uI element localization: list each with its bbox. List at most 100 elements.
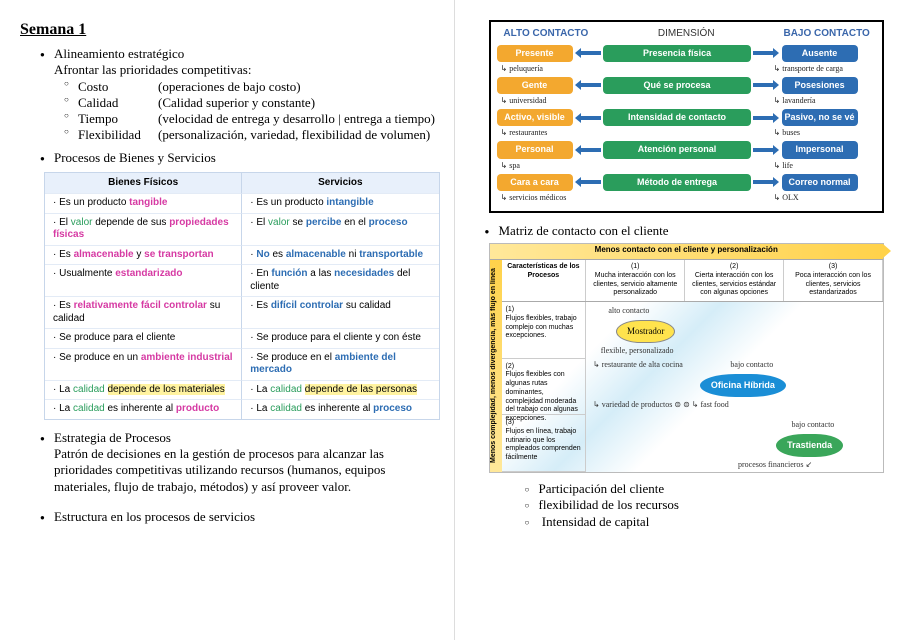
arrow-right-icon bbox=[751, 145, 781, 155]
priority-item: Tiempo(velocidad de entrega y desarrollo… bbox=[64, 111, 440, 127]
contact-handwriting: ↳ universidad↳ lavandería bbox=[497, 96, 877, 106]
sec-estructura-title: Estructura en los procesos de servicios bbox=[54, 509, 255, 524]
note-variedad: ↳ variedad de productos ⊜ ⊜ ↳ fast food bbox=[593, 400, 841, 410]
priorities-list: Costo(operaciones de bajo costo)Calidad(… bbox=[20, 79, 440, 144]
contact-mid-pill: Qué se procesa bbox=[603, 77, 751, 94]
contact-left-pill: Gente bbox=[497, 77, 573, 94]
note-bajo-contacto2: bajo contacto bbox=[791, 420, 834, 430]
bubble-oficina: Oficina Híbrida bbox=[700, 374, 786, 397]
bs-cell-servicios: · En función a las necesidades del clien… bbox=[242, 264, 438, 296]
contact-handwriting: ↳ restaurantes↳ buses bbox=[497, 128, 877, 138]
note-alto-contacto: alto contacto bbox=[608, 306, 649, 316]
bs-cell-servicios: · El valor se percibe en el proceso bbox=[242, 213, 438, 245]
bienes-servicios-table: Bienes Físicos Servicios · Es un product… bbox=[44, 172, 440, 420]
note-bajo-contacto1: bajo contacto bbox=[730, 360, 773, 370]
contact-mid-pill: Atención personal bbox=[603, 141, 751, 158]
bs-row: · El valor depende de sus propiedades fí… bbox=[45, 213, 439, 245]
contact-left-pill: Personal bbox=[497, 141, 573, 158]
contact-right-pill: Posesiones bbox=[782, 77, 858, 94]
contact-handwriting: ↳ servicios médicos↳ OLX bbox=[497, 193, 877, 203]
matrix-col-headers: Características de los Procesos (1) Much… bbox=[502, 260, 884, 302]
matrix-col3: (3) Poca interacción con los clientes, s… bbox=[784, 260, 883, 301]
contact-row: Presente Presencia física Ausente bbox=[497, 45, 877, 62]
sec-estrategia-body: Patrón de decisiones en la gestión de pr… bbox=[54, 446, 434, 495]
arrow-left-icon bbox=[573, 113, 603, 123]
matrix-cells: (1) Flujos flexibles, trabajo complejo c… bbox=[502, 302, 884, 472]
arrow-left-icon bbox=[573, 177, 603, 187]
sublist-item: Intensidad de capital bbox=[525, 514, 885, 530]
left-column: Semana 1 Alineamiento estratégico Afront… bbox=[0, 0, 454, 640]
sec-bienes: Procesos de Bienes y Servicios bbox=[40, 150, 440, 166]
bubble-mostrador: Mostrador bbox=[616, 320, 676, 343]
contact-row: Activo, visibleIntensidad de contactoPas… bbox=[497, 109, 877, 126]
bs-cell-bienes: · Es almacenable y se transportan bbox=[45, 245, 242, 265]
sec-estrategia: Estrategia de Procesos bbox=[40, 430, 440, 446]
matrix-col1: (1) Mucha interacción con los clientes, … bbox=[586, 260, 685, 301]
sublist-item: Participación del cliente bbox=[525, 481, 885, 497]
page-title: Semana 1 bbox=[20, 20, 440, 40]
priority-val: (Calidad superior y constante) bbox=[158, 95, 315, 111]
sec-alignment: Alineamiento estratégico bbox=[40, 46, 440, 62]
priority-val: (operaciones de bajo costo) bbox=[158, 79, 301, 95]
sec-matrix-title: Matriz de contacto con el cliente bbox=[499, 223, 669, 238]
contact-left-pill: Presente bbox=[497, 45, 573, 62]
priority-val: (velocidad de entrega y desarrollo | ent… bbox=[158, 111, 435, 127]
note-restaurante: ↳ restaurante de alta cocina bbox=[593, 360, 683, 370]
contact-left-pill: Activo, visible bbox=[497, 109, 573, 126]
bs-cell-bienes: · La calidad es inherente al producto bbox=[45, 399, 242, 419]
sec-estrategia-title: Estrategia de Procesos bbox=[54, 430, 171, 445]
sec-matrix: Matriz de contacto con el cliente bbox=[485, 223, 885, 239]
contact-mid-pill: Presencia física bbox=[603, 45, 751, 62]
matrix-top-axis: Menos contacto con el cliente y personal… bbox=[490, 244, 884, 260]
bs-cell-servicios: · La calidad depende de las personas bbox=[242, 380, 438, 400]
arrow-right-icon bbox=[751, 80, 781, 90]
matrix-row-headers: (1) Flujos flexibles, trabajo complejo c… bbox=[502, 302, 587, 472]
bs-row: · Es un producto tangible· Es un product… bbox=[45, 193, 439, 213]
arrow-left-icon bbox=[573, 145, 603, 155]
contact-diagram: ALTO CONTACTO DIMENSIÓN BAJO CONTACTO Pr… bbox=[489, 20, 885, 213]
contact-handwriting: ↳ peluquería↳ transporte de carga bbox=[497, 64, 877, 74]
contact-mid-pill: Intensidad de contacto bbox=[603, 109, 751, 126]
sec-alignment-title: Alineamiento estratégico bbox=[54, 46, 184, 61]
arrow-left-icon bbox=[573, 48, 603, 58]
priority-item: Costo(operaciones de bajo costo) bbox=[64, 79, 440, 95]
bs-header: Bienes Físicos Servicios bbox=[45, 173, 439, 194]
priority-item: Flexibilidad(personalización, variedad, … bbox=[64, 127, 440, 143]
bs-row: · Es relativamente fácil controlar su ca… bbox=[45, 296, 439, 328]
matrix-row2: (2) Flujos flexibles con algunas rutas d… bbox=[502, 359, 586, 416]
bs-row: · Se produce para el cliente· Se produce… bbox=[45, 328, 439, 348]
contact-handwriting: ↳ spa↳ life bbox=[497, 161, 877, 171]
sec-bienes-title: Procesos de Bienes y Servicios bbox=[54, 150, 216, 165]
bs-cell-servicios: · Es difícil controlar su calidad bbox=[242, 296, 438, 328]
bs-cell-bienes: · Se produce en un ambiente industrial bbox=[45, 348, 242, 380]
contact-mid-pill: Método de entrega bbox=[603, 174, 751, 191]
matrix-y-axis: Menos complejidad, menos divergencia, má… bbox=[490, 260, 502, 472]
priority-key: Costo bbox=[78, 79, 158, 95]
sublist-item: flexibilidad de los recursos bbox=[525, 497, 885, 513]
priority-val: (personalización, variedad, flexibilidad… bbox=[158, 127, 430, 143]
matrix-body: Menos complejidad, menos divergencia, má… bbox=[490, 260, 884, 472]
matrix-col2: (2) Cierta interacción con los clientes,… bbox=[685, 260, 784, 301]
contact-row: Personal Atención personal Impersonal bbox=[497, 141, 877, 158]
bs-cell-bienes: · El valor depende de sus propiedades fí… bbox=[45, 213, 242, 245]
matrix-row1: (1) Flujos flexibles, trabajo complejo c… bbox=[502, 302, 586, 359]
arrow-right-icon bbox=[751, 48, 781, 58]
contact-row: Gente Qué se procesa Posesiones bbox=[497, 77, 877, 94]
contact-right-pill: Ausente bbox=[782, 45, 858, 62]
matrix-grid: Características de los Procesos (1) Much… bbox=[502, 260, 884, 472]
bs-header-servicios: Servicios bbox=[242, 173, 438, 194]
note-procesos: procesos financieros ↙ bbox=[738, 460, 812, 470]
right-column: ALTO CONTACTO DIMENSIÓN BAJO CONTACTO Pr… bbox=[454, 0, 904, 640]
bs-row: · Es almacenable y se transportan· No es… bbox=[45, 245, 439, 265]
bs-cell-servicios: · No es almacenable ni transportable bbox=[242, 245, 438, 265]
contact-right-pill: Impersonal bbox=[782, 141, 858, 158]
contact-header-alto: ALTO CONTACTO bbox=[497, 28, 596, 41]
page: Semana 1 Alineamiento estratégico Afront… bbox=[0, 0, 904, 640]
note-flexible: flexible, personalizado bbox=[601, 346, 674, 356]
sec-alignment-sub: Afrontar las prioridades competitivas: bbox=[54, 62, 440, 78]
arrow-right-icon bbox=[751, 177, 781, 187]
priority-key: Tiempo bbox=[78, 111, 158, 127]
contact-right-pill: Correo normal bbox=[782, 174, 858, 191]
bs-body: · Es un producto tangible· Es un product… bbox=[45, 193, 439, 419]
bs-cell-servicios: · Es un producto intangible bbox=[242, 193, 438, 213]
